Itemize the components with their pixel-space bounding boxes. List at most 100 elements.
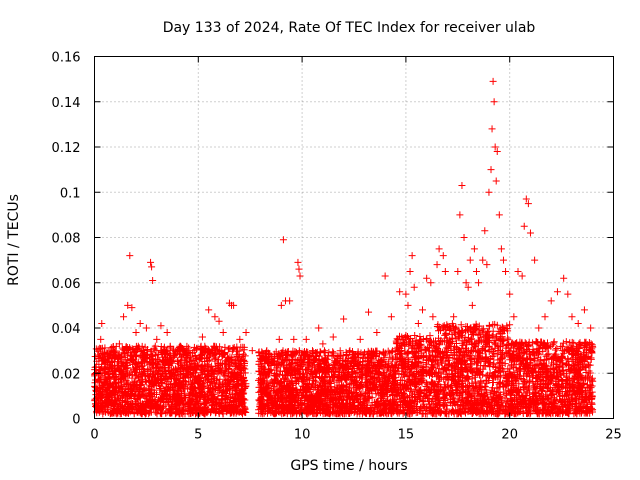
data-point xyxy=(101,369,109,377)
data-point xyxy=(136,319,144,327)
data-point xyxy=(450,313,458,321)
data-point xyxy=(526,229,534,237)
data-point xyxy=(499,256,507,264)
data-point xyxy=(263,347,271,355)
data-point xyxy=(427,279,435,287)
data-point xyxy=(381,272,389,280)
data-point xyxy=(147,258,155,266)
data-point xyxy=(419,306,427,314)
data-point xyxy=(98,319,106,327)
data-point xyxy=(574,319,582,327)
data-point xyxy=(456,211,464,219)
data-point xyxy=(493,148,501,156)
data-point xyxy=(495,211,503,219)
data-point xyxy=(458,181,466,189)
data-point xyxy=(560,274,568,282)
y-tick-label: 0.06 xyxy=(52,277,81,292)
data-points xyxy=(91,77,597,418)
data-point xyxy=(491,143,499,151)
data-point xyxy=(514,267,522,275)
data-point xyxy=(541,313,549,321)
data-point xyxy=(468,301,476,309)
data-point xyxy=(128,304,136,312)
data-point xyxy=(290,335,298,343)
data-point xyxy=(242,329,250,337)
data-point xyxy=(157,322,165,330)
data-point xyxy=(520,222,528,230)
data-point xyxy=(553,288,561,296)
data-point xyxy=(277,301,285,309)
data-point xyxy=(410,283,418,291)
data-point xyxy=(489,77,497,85)
data-point xyxy=(296,272,304,280)
data-point xyxy=(547,297,555,305)
data-point xyxy=(126,252,134,260)
x-tick-label: 0 xyxy=(90,428,98,443)
data-point xyxy=(481,227,489,235)
data-point xyxy=(404,301,412,309)
y-axis-title: ROTI / TECUs xyxy=(6,194,22,286)
data-point xyxy=(124,301,132,309)
data-point xyxy=(105,381,113,389)
data-point xyxy=(286,297,294,305)
data-point xyxy=(279,236,287,244)
data-point xyxy=(485,188,493,196)
data-point xyxy=(472,267,480,275)
data-point xyxy=(190,347,198,355)
chart-title: Day 133 of 2024, Rate Of TEC Index for r… xyxy=(163,20,536,36)
data-point xyxy=(198,333,206,341)
data-point xyxy=(184,351,192,359)
data-point xyxy=(120,313,128,321)
data-point xyxy=(510,313,518,321)
x-tick-label: 10 xyxy=(294,428,311,443)
data-point xyxy=(142,324,150,332)
data-point xyxy=(531,256,539,264)
data-point xyxy=(295,265,303,273)
data-point xyxy=(115,340,123,348)
data-point xyxy=(205,306,213,314)
data-point xyxy=(487,166,495,174)
y-tick-labels: 0 0.02 0.04 0.06 0.08 0.1 0.12 0.14 0.16 xyxy=(52,51,81,428)
data-point xyxy=(396,288,404,296)
data-point xyxy=(414,319,422,327)
data-point xyxy=(387,313,395,321)
data-point xyxy=(163,329,171,337)
data-point xyxy=(488,125,496,133)
x-tick-label: 15 xyxy=(398,428,415,443)
data-point xyxy=(294,258,302,266)
data-point xyxy=(178,365,186,373)
y-tick-label: 0.16 xyxy=(52,51,81,66)
data-point xyxy=(464,283,472,291)
data-point xyxy=(497,245,505,253)
data-point xyxy=(454,267,462,275)
data-point xyxy=(211,313,219,321)
data-point xyxy=(340,315,348,323)
y-tick-label: 0.04 xyxy=(52,322,81,337)
x-tick-label: 25 xyxy=(605,428,622,443)
data-point xyxy=(346,347,354,355)
data-point xyxy=(429,313,437,321)
data-point xyxy=(236,335,244,343)
x-tick-labels: 0 5 10 15 20 25 xyxy=(90,428,621,443)
y-tick-label: 0.1 xyxy=(60,186,81,201)
data-point xyxy=(329,333,337,341)
data-point xyxy=(174,392,182,400)
data-point xyxy=(215,317,223,325)
data-point xyxy=(492,177,500,185)
data-point xyxy=(95,351,103,359)
data-point xyxy=(462,279,470,287)
data-point xyxy=(441,267,449,275)
data-point xyxy=(269,358,277,366)
data-point xyxy=(490,98,498,106)
y-tick-label: 0.02 xyxy=(52,367,81,382)
data-point xyxy=(248,347,256,355)
data-point xyxy=(319,340,327,348)
x-axis-title: GPS time / hours xyxy=(290,458,407,474)
data-point xyxy=(406,267,414,275)
data-point xyxy=(408,252,416,260)
y-tick-label: 0.12 xyxy=(52,141,81,156)
data-point xyxy=(580,306,588,314)
data-point xyxy=(402,290,410,298)
data-point xyxy=(111,374,119,382)
